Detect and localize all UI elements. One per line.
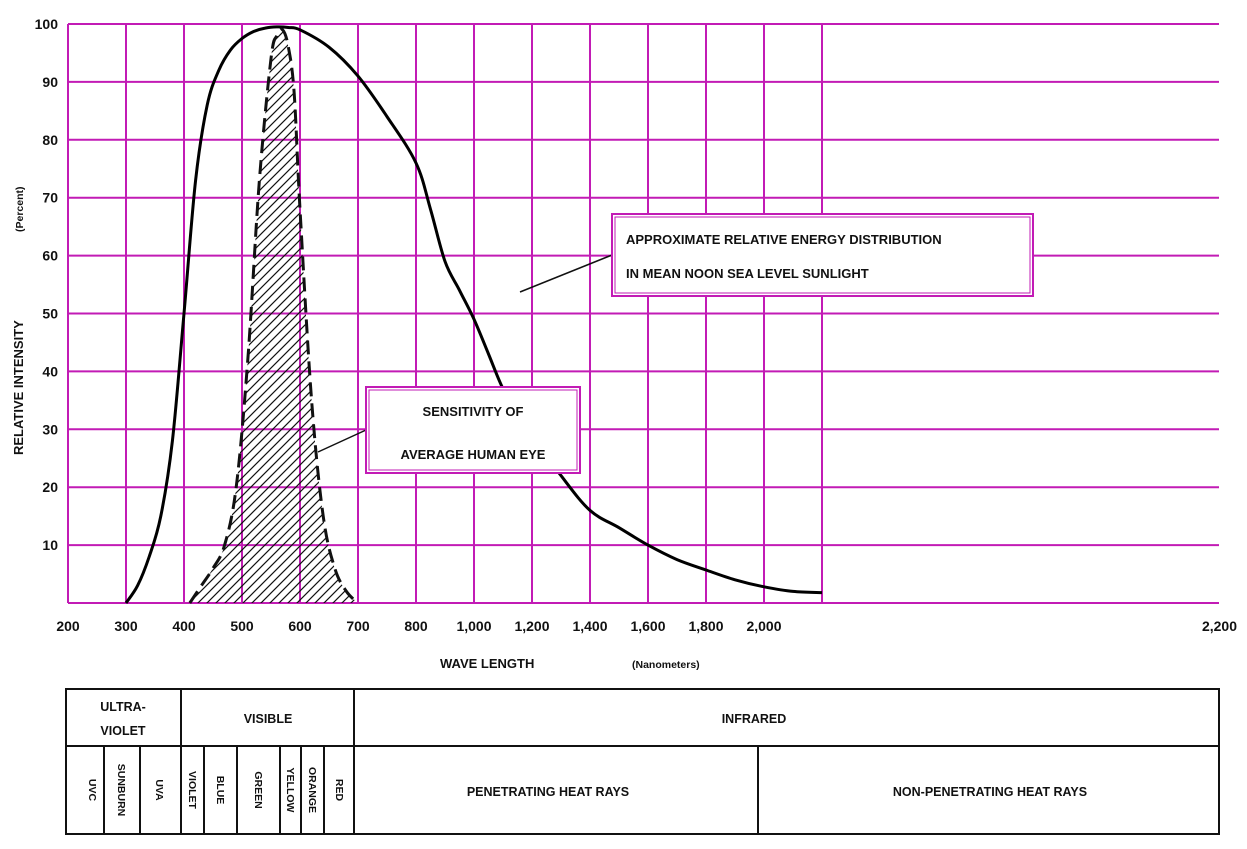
x-tick-label: 700 <box>346 618 370 634</box>
band-ultraviolet-line2: VIOLET <box>100 724 146 738</box>
y-tick-label: 70 <box>42 190 58 206</box>
x-tick-label: 500 <box>230 618 254 634</box>
y-tick-label: 10 <box>42 537 58 553</box>
sunlight-annotation-line1: APPROXIMATE RELATIVE ENERGY DISTRIBUTION <box>626 232 942 247</box>
band-green: GREEN <box>252 771 264 808</box>
x-tick-label: 1,800 <box>688 618 723 634</box>
grid-lines <box>67 23 1219 604</box>
y-tick-label: 30 <box>42 421 58 437</box>
series-lines <box>124 25 823 605</box>
x-tick-label: 1,200 <box>514 618 549 634</box>
x-tick-labels: 200 300 400 500 600 700 800 1,000 1,200 1,400 1,60… <box>56 618 1237 634</box>
sunlight-annotation: APPROXIMATE RELATIVE ENERGY DISTRIBUTION… <box>519 213 1034 297</box>
sunlight-energy-line <box>124 25 823 604</box>
band-penetrating-heat-rays: PENETRATING HEAT RAYS <box>467 785 629 799</box>
band-uva: UVA <box>153 779 165 801</box>
sunlight-annotation-line2: IN MEAN NOON SEA LEVEL SUNLIGHT <box>626 266 869 281</box>
y-tick-label: 60 <box>42 248 58 264</box>
band-uvc: UVC <box>86 779 98 802</box>
x-tick-label: 1,600 <box>630 618 665 634</box>
y-tick-label: 90 <box>42 74 58 90</box>
x-axis-unit: (Nanometers) <box>632 659 700 671</box>
x-axis-label: WAVE LENGTH <box>440 656 534 671</box>
y-tick-label: 80 <box>42 132 58 148</box>
band-red: RED <box>333 779 345 802</box>
eye-annotation-line2: AVERAGE HUMAN EYE <box>401 447 546 462</box>
band-orange: ORANGE <box>306 767 318 813</box>
x-tick-label: 200 <box>56 618 80 634</box>
band-sunburn: SUNBURN <box>115 764 127 817</box>
x-tick-label: 2,000 <box>746 618 781 634</box>
eye-sensitivity-fill <box>189 29 358 603</box>
eye-sensitivity-hatch <box>189 29 358 603</box>
eye-annotation-line1: SENSITIVITY OF <box>423 404 524 419</box>
y-axis-unit: (Percent) <box>14 186 26 232</box>
x-tick-label: 2,200 <box>1202 618 1237 634</box>
band-non-penetrating-heat-rays: NON-PENETRATING HEAT RAYS <box>893 785 1087 799</box>
band-infrared: INFRARED <box>722 712 787 726</box>
band-violet: VIOLET <box>186 771 198 810</box>
x-tick-label: 1,400 <box>572 618 607 634</box>
y-tick-label: 100 <box>35 16 59 32</box>
band-ultraviolet-line1: ULTRA- <box>100 700 146 714</box>
x-tick-label: 400 <box>172 618 196 634</box>
x-tick-label: 600 <box>288 618 312 634</box>
x-tick-label: 1,000 <box>456 618 491 634</box>
eye-sensitivity-line <box>188 27 360 605</box>
y-tick-labels: 10 20 30 40 50 60 70 80 90 100 <box>35 16 59 553</box>
band-yellow: YELLOW <box>284 768 296 813</box>
y-tick-label: 50 <box>42 306 58 322</box>
band-visible: VISIBLE <box>244 712 293 726</box>
eye-annotation: SENSITIVITY OF AVERAGE HUMAN EYE <box>317 386 581 474</box>
spectrum-band-table <box>65 688 1220 835</box>
y-tick-label: 40 <box>42 363 58 379</box>
band-blue: BLUE <box>214 776 226 805</box>
x-tick-label: 800 <box>404 618 428 634</box>
x-tick-label: 300 <box>114 618 138 634</box>
y-tick-label: 20 <box>42 479 58 495</box>
y-axis-label: RELATIVE INTENSITY <box>11 320 26 455</box>
